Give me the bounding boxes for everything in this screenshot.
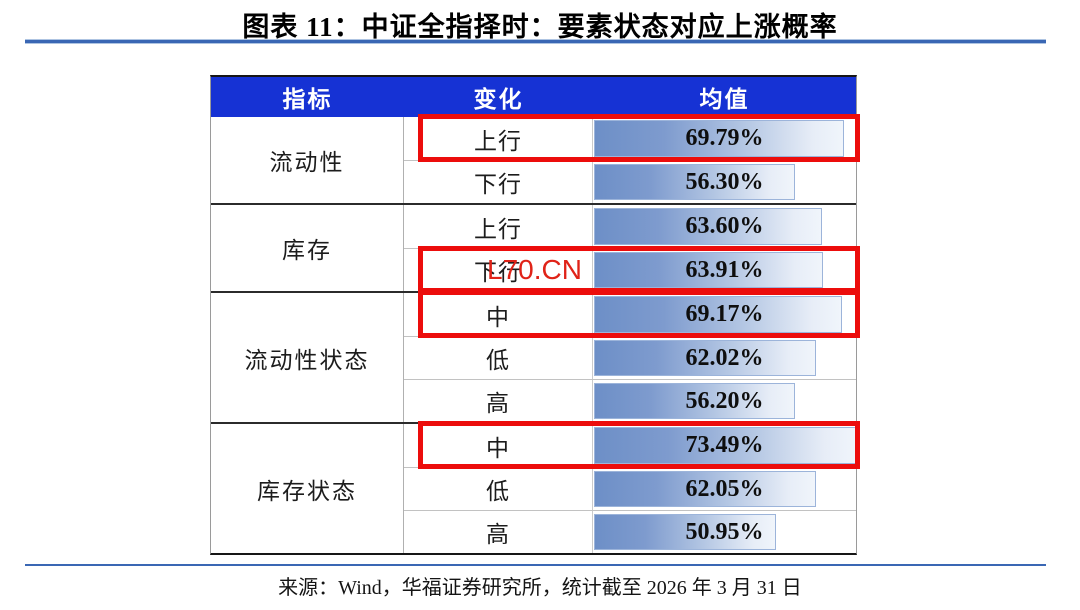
- change-cell: 中: [404, 293, 593, 336]
- mean-value: 63.91%: [685, 256, 764, 283]
- table-row: 高 50.95%: [404, 510, 856, 553]
- title-divider: [25, 39, 1046, 44]
- mean-cell: 62.02%: [593, 337, 856, 379]
- data-bar: [594, 383, 796, 419]
- change-cell: 低: [404, 468, 593, 510]
- mean-cell: 62.05%: [593, 468, 856, 510]
- change-cell: 中: [404, 424, 593, 467]
- data-bar: [594, 208, 822, 245]
- group-rows: 上行 69.79% 下行 56.30%: [404, 114, 860, 203]
- table-header-row: 指标 变化 均值: [211, 77, 856, 117]
- change-cell: 下行: [404, 249, 593, 291]
- change-cell: 上行: [404, 205, 593, 248]
- indicator-group: 库存状态中 73.49% 低 62.05% 高 50.95%: [211, 421, 860, 553]
- table-row: 中 73.49%: [404, 421, 860, 469]
- data-table: 指标 变化 均值 流动性 上行 69.79% 下行 56.30% 库存 上行 63.60% 下行…: [210, 75, 860, 555]
- mean-cell: 56.30%: [593, 161, 856, 203]
- indicator-group: 流动性状态中 69.17% 低 62.02% 高 56.20%: [211, 290, 860, 422]
- column-header-change: 变化: [473, 87, 524, 112]
- indicator-group: 流动性 上行 69.79% 下行 56.30%: [211, 114, 860, 203]
- figure-title: 图表 11：中证全指择时：要素状态对应上涨概率: [242, 12, 838, 42]
- mean-value: 56.20%: [685, 387, 764, 414]
- change-cell: 下行: [404, 161, 593, 203]
- data-bar: [594, 164, 796, 200]
- mean-cell: 50.95%: [593, 511, 856, 553]
- change-cell: 高: [404, 380, 593, 422]
- mean-cell: 73.49%: [593, 424, 857, 467]
- group-rows: 中 69.17% 低 62.02% 高 56.20%: [404, 290, 860, 422]
- table-row: 上行 69.79%: [404, 114, 860, 162]
- group-rows: 上行 63.60% 下行 63.91%: [404, 205, 860, 293]
- mean-cell: 56.20%: [593, 380, 856, 422]
- change-cell: 上行: [404, 117, 593, 160]
- table-row: 高 56.20%: [404, 379, 856, 422]
- mean-value: 50.95%: [685, 518, 764, 545]
- data-bar: [594, 471, 817, 507]
- mean-value: 62.05%: [685, 475, 764, 502]
- column-header-indicator: 指标: [282, 87, 333, 112]
- mean-value: 69.79%: [685, 125, 764, 151]
- data-bar: [594, 514, 777, 550]
- change-cell: 低: [404, 337, 593, 379]
- table-row: 下行 56.30%: [404, 160, 856, 203]
- table-row: 低 62.05%: [404, 467, 856, 510]
- mean-cell: 63.60%: [593, 205, 856, 248]
- indicator-cell: 流动性状态: [211, 293, 404, 422]
- footer-divider: [25, 564, 1046, 566]
- column-header-mean: 均值: [699, 87, 750, 112]
- data-bar: [594, 296, 842, 333]
- mean-value: 73.49%: [685, 432, 764, 458]
- watermark: L70.CN: [487, 254, 582, 285]
- indicator-cell: 库存: [211, 205, 404, 291]
- table-row: 上行 63.60%: [404, 205, 856, 248]
- mean-value: 63.60%: [685, 213, 764, 239]
- indicator-cell: 流动性: [211, 117, 404, 203]
- source-note: 来源：Wind，华福证券研究所，统计截至 2026 年 3 月 31 日: [278, 577, 802, 599]
- mean-cell: 69.79%: [593, 117, 856, 160]
- mean-value: 62.02%: [685, 344, 764, 371]
- mean-cell: 63.91%: [593, 249, 856, 291]
- change-cell: 高: [404, 511, 593, 553]
- data-bar: [594, 427, 857, 464]
- mean-value: 69.17%: [685, 301, 764, 327]
- table-row: 中 69.17%: [404, 290, 860, 338]
- data-bar: [594, 252, 823, 288]
- table-row: 低 62.02%: [404, 336, 856, 379]
- mean-value: 56.30%: [685, 168, 764, 195]
- group-rows: 中 73.49% 低 62.05% 高 50.95%: [404, 421, 860, 553]
- table-row: 下行 63.91%: [404, 246, 860, 293]
- table-body: 流动性 上行 69.79% 下行 56.30% 库存 上行 63.60% 下行 63.91% 流动性…: [211, 114, 860, 553]
- data-bar: [594, 340, 816, 376]
- indicator-cell: 库存状态: [211, 424, 404, 553]
- data-bar: [594, 120, 844, 157]
- mean-cell: 69.17%: [593, 293, 856, 336]
